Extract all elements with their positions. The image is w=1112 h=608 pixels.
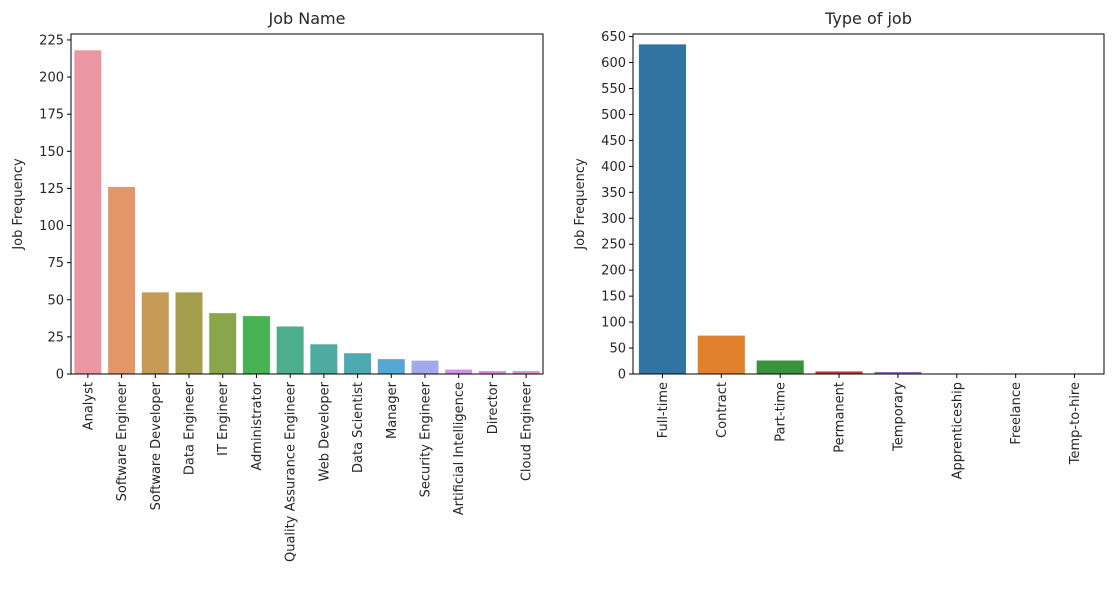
y-tick-label: 350 <box>601 186 626 201</box>
y-tick-label: 50 <box>47 293 64 308</box>
y-tick-label: 300 <box>601 212 626 227</box>
x-tick-label-security-engineer: Security Engineer <box>419 381 434 497</box>
y-tick-label: 250 <box>601 238 626 253</box>
y-tick-label: 75 <box>47 256 64 271</box>
y-tick-label: 100 <box>601 316 626 331</box>
x-tick-label-cloud-engineer: Cloud Engineer <box>520 381 535 481</box>
x-tick-label-software-engineer: Software Engineer <box>115 381 130 501</box>
y-tick-label: 200 <box>39 71 64 86</box>
plot-frame <box>632 33 1105 375</box>
bar-manager <box>377 359 405 374</box>
bar-analyst <box>74 50 102 374</box>
y-tick-label: 500 <box>601 108 626 123</box>
y-tick-label: 650 <box>601 30 626 45</box>
x-tick-label-temp-to-hire: Temp-to-hire <box>1068 382 1083 465</box>
y-tick-label: 600 <box>601 56 626 71</box>
bar-it-engineer <box>209 313 237 374</box>
bar-permanent <box>815 371 863 374</box>
bar-web-developer <box>310 344 338 374</box>
bar-software-developer <box>141 292 169 374</box>
bar-artificial-intelligence <box>445 369 473 374</box>
y-tick-label: 550 <box>601 82 626 97</box>
y-axis-label-job-name: Job Frequency <box>11 158 26 251</box>
bar-temporary <box>874 371 922 374</box>
bar-security-engineer <box>411 360 439 374</box>
bar-data-engineer <box>175 292 203 374</box>
bar-contract <box>697 335 745 374</box>
x-tick-label-artificial-intelligence: Artificial Intelligence <box>452 382 467 515</box>
x-tick-label-data-engineer: Data Engineer <box>183 381 198 475</box>
x-tick-label-it-engineer: IT Engineer <box>216 381 231 455</box>
y-axis-label-type-of-job: Job Frequency <box>573 158 588 251</box>
bar-quality-assurance-engineer <box>276 326 304 374</box>
y-tick-label: 100 <box>39 219 64 234</box>
x-tick-label-director: Director <box>486 381 501 434</box>
x-tick-label-analyst: Analyst <box>81 382 96 430</box>
y-tick-label: 0 <box>618 368 626 383</box>
y-tick-label: 150 <box>39 145 64 160</box>
chart-title-type-of-job: Type of job <box>824 9 912 28</box>
chart-title-job-name: Job Name <box>268 9 346 28</box>
x-tick-label-temporary: Temporary <box>891 382 906 452</box>
x-tick-label-apprenticeship: Apprenticeship <box>950 382 965 479</box>
x-tick-label-contract: Contract <box>715 382 730 438</box>
x-tick-label-full-time: Full-time <box>656 382 671 438</box>
y-tick-label: 200 <box>601 264 626 279</box>
x-tick-label-manager: Manager <box>385 381 400 439</box>
y-tick-label: 450 <box>601 134 626 149</box>
x-tick-label-web-developer: Web Developer <box>317 381 332 481</box>
bar-software-engineer <box>108 186 136 374</box>
bar-data-scientist <box>344 353 372 374</box>
bar-director <box>478 371 506 374</box>
y-tick-label: 150 <box>601 290 626 305</box>
y-tick-label: 50 <box>609 342 626 357</box>
bar-cloud-engineer <box>512 371 540 374</box>
x-tick-label-administrator: Administrator <box>250 381 265 470</box>
x-tick-label-part-time: Part-time <box>774 382 789 442</box>
y-tick-label: 0 <box>56 368 64 383</box>
plot-frame <box>70 33 544 375</box>
x-tick-label-software-developer: Software Developer <box>149 381 164 510</box>
y-tick-label: 175 <box>39 108 64 123</box>
x-tick-label-freelance: Freelance <box>1009 382 1024 445</box>
y-tick-label: 25 <box>47 330 64 345</box>
x-tick-label-quality-assurance-engineer: Quality Assurance Engineer <box>284 381 299 562</box>
y-tick-label: 125 <box>39 182 64 197</box>
y-tick-label: 400 <box>601 160 626 175</box>
x-tick-label-permanent: Permanent <box>833 382 848 453</box>
bar-full-time <box>638 44 686 374</box>
x-tick-label-data-scientist: Data Scientist <box>351 382 366 473</box>
y-tick-label: 225 <box>39 33 64 48</box>
bar-administrator <box>242 316 270 374</box>
bar-part-time <box>756 360 804 374</box>
